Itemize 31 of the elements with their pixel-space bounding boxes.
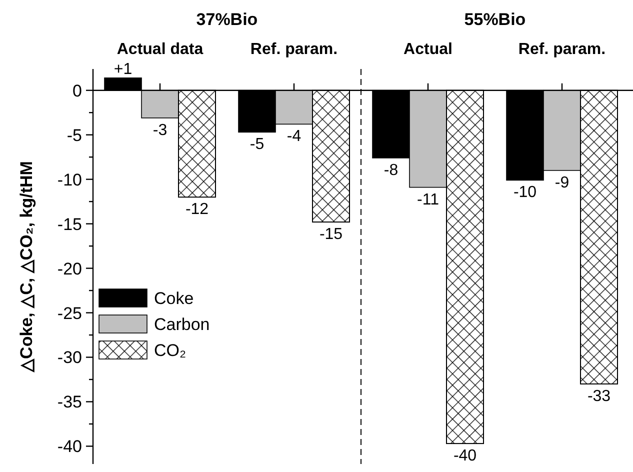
- legend-label: Carbon: [154, 315, 210, 334]
- data-label: -15: [319, 226, 343, 244]
- y-tick-label: -20: [57, 259, 82, 278]
- y-tick-label: -5: [66, 126, 82, 145]
- data-label: -3: [152, 122, 168, 139]
- data-label: -40: [453, 448, 477, 465]
- y-tick-label: -10: [57, 170, 82, 190]
- x-tick-label: Ref. param.: [518, 41, 606, 58]
- y-tick-label: -30: [57, 348, 82, 368]
- text: 37%Bio: [196, 10, 258, 29]
- y-tick-label: -35: [57, 392, 82, 412]
- text: 55%Bio: [464, 10, 526, 29]
- data-label: -8: [384, 162, 398, 179]
- y-tick-label: 0: [72, 81, 82, 100]
- y-tick-label: -40: [57, 437, 82, 456]
- x-tick-label: Ref. param.: [250, 41, 338, 58]
- y-tick-label: -25: [57, 304, 82, 323]
- data-label: -12: [185, 201, 209, 218]
- y-axis-title: △Coke, △C, △CO₂, kg/tHM: [17, 161, 36, 373]
- data-label: +1: [114, 60, 132, 78]
- y-tick-label: -15: [57, 214, 82, 234]
- data-label: -5: [250, 136, 264, 154]
- data-label: -11: [417, 191, 440, 208]
- legend-label: CO₂: [154, 341, 186, 360]
- data-label: -9: [554, 174, 570, 192]
- x-tick-label: Actual data: [116, 41, 204, 58]
- x-tick-label: Actual: [404, 41, 452, 58]
- data-label: -4: [286, 128, 302, 146]
- data-label: -10: [513, 184, 537, 202]
- data-label: -33: [587, 388, 611, 405]
- legend-label: Coke: [154, 289, 194, 308]
